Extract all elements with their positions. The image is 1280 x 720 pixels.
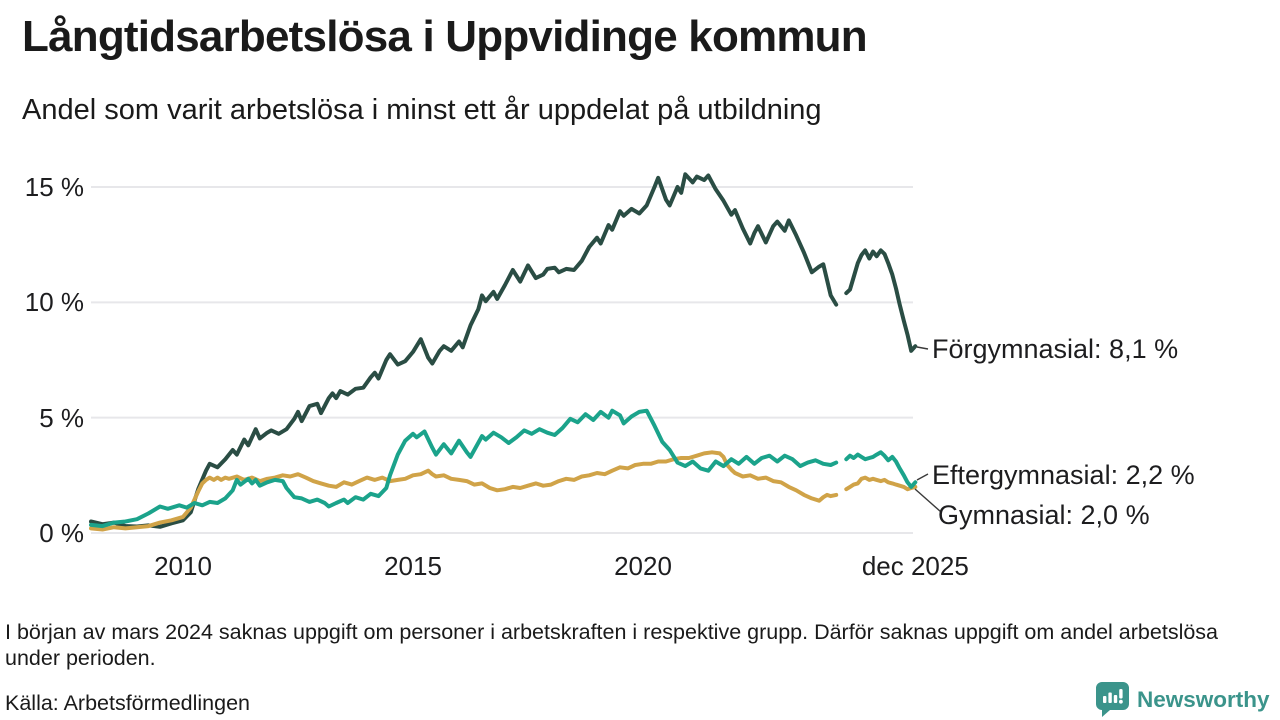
series-lines bbox=[89, 172, 918, 532]
newsworthy-logo-icon bbox=[1096, 682, 1129, 717]
x-axis-tick: dec 2025 bbox=[861, 551, 969, 581]
series-line-eftergymnasial bbox=[844, 450, 918, 489]
line-chart-canvas bbox=[89, 172, 942, 534]
x-axis-tick: 2015 bbox=[384, 551, 442, 581]
connector-gymnasial bbox=[914, 488, 942, 513]
series-end-label-eftergymnasial: Eftergymnasial: 2,2 % bbox=[932, 460, 1195, 490]
series-line-eftergymnasial bbox=[89, 408, 839, 529]
source-note: Källa: Arbetsförmedlingen bbox=[5, 691, 251, 715]
chart-footnote: I början av mars 2024 saknas uppgift om … bbox=[5, 620, 1219, 670]
series-end-label-gymnasial: Gymnasial: 2,0 % bbox=[938, 500, 1150, 530]
connector-forgymnasial bbox=[916, 346, 929, 350]
page-title: Långtidsarbetslösa i Uppvidinge kommun bbox=[22, 12, 868, 61]
newsworthy-logo-text: Newsworthy bbox=[1137, 686, 1270, 712]
gridlines bbox=[91, 185, 913, 534]
newsworthy-logo: Newsworthy bbox=[1096, 682, 1270, 717]
series-line-gymnasial bbox=[844, 475, 918, 492]
y-axis-tick: 0 % bbox=[39, 518, 84, 548]
chart-subtitle: Andel som varit arbetslösa i minst ett å… bbox=[22, 94, 822, 126]
connector-eftergymnasial bbox=[916, 473, 929, 481]
y-axis-tick: 10 % bbox=[24, 287, 84, 318]
y-axis-tick: 5 % bbox=[39, 402, 84, 433]
y-axis-tick: 15 % bbox=[24, 171, 84, 202]
x-axis-tick: 2010 bbox=[154, 551, 212, 581]
series-line-förgymnasial bbox=[89, 172, 839, 529]
series-end-label-forgymnasial: Förgymnasial: 8,1 % bbox=[932, 334, 1179, 364]
series-line-förgymnasial bbox=[844, 248, 918, 353]
x-axis-tick: 2020 bbox=[614, 551, 672, 581]
label-connectors bbox=[914, 346, 942, 513]
